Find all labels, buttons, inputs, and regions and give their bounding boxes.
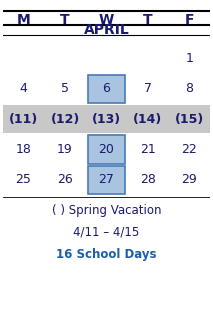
Text: T: T (60, 13, 70, 27)
Text: 20: 20 (99, 143, 114, 156)
Text: 26: 26 (57, 173, 73, 186)
Text: 25: 25 (16, 173, 32, 186)
Bar (88, 166, 125, 194)
Text: (13): (13) (92, 113, 121, 126)
Bar (88, 75, 125, 103)
Text: M: M (17, 13, 30, 27)
Text: (12): (12) (50, 113, 80, 126)
Text: 28: 28 (140, 173, 156, 186)
Text: 29: 29 (182, 173, 197, 186)
Text: 1: 1 (186, 52, 193, 65)
Text: W: W (99, 13, 114, 27)
Text: 4/11 – 4/15: 4/11 – 4/15 (73, 226, 140, 239)
Text: 21: 21 (140, 143, 156, 156)
Text: 16 School Days: 16 School Days (56, 247, 157, 260)
Text: 5: 5 (61, 82, 69, 95)
Text: 6: 6 (103, 82, 110, 95)
Text: APRIL: APRIL (84, 23, 129, 37)
Text: T: T (143, 13, 153, 27)
Text: (15): (15) (175, 113, 204, 126)
Text: 22: 22 (182, 143, 197, 156)
Text: 19: 19 (57, 143, 73, 156)
Text: 18: 18 (16, 143, 32, 156)
Bar (3, 105, 210, 133)
Bar (88, 135, 125, 164)
Text: 4: 4 (20, 82, 27, 95)
Text: 27: 27 (99, 173, 114, 186)
Text: F: F (185, 13, 194, 27)
Text: 8: 8 (186, 82, 193, 95)
Text: 7: 7 (144, 82, 152, 95)
Text: ( ) Spring Vacation: ( ) Spring Vacation (52, 204, 161, 217)
Text: (14): (14) (133, 113, 163, 126)
Text: (11): (11) (9, 113, 38, 126)
